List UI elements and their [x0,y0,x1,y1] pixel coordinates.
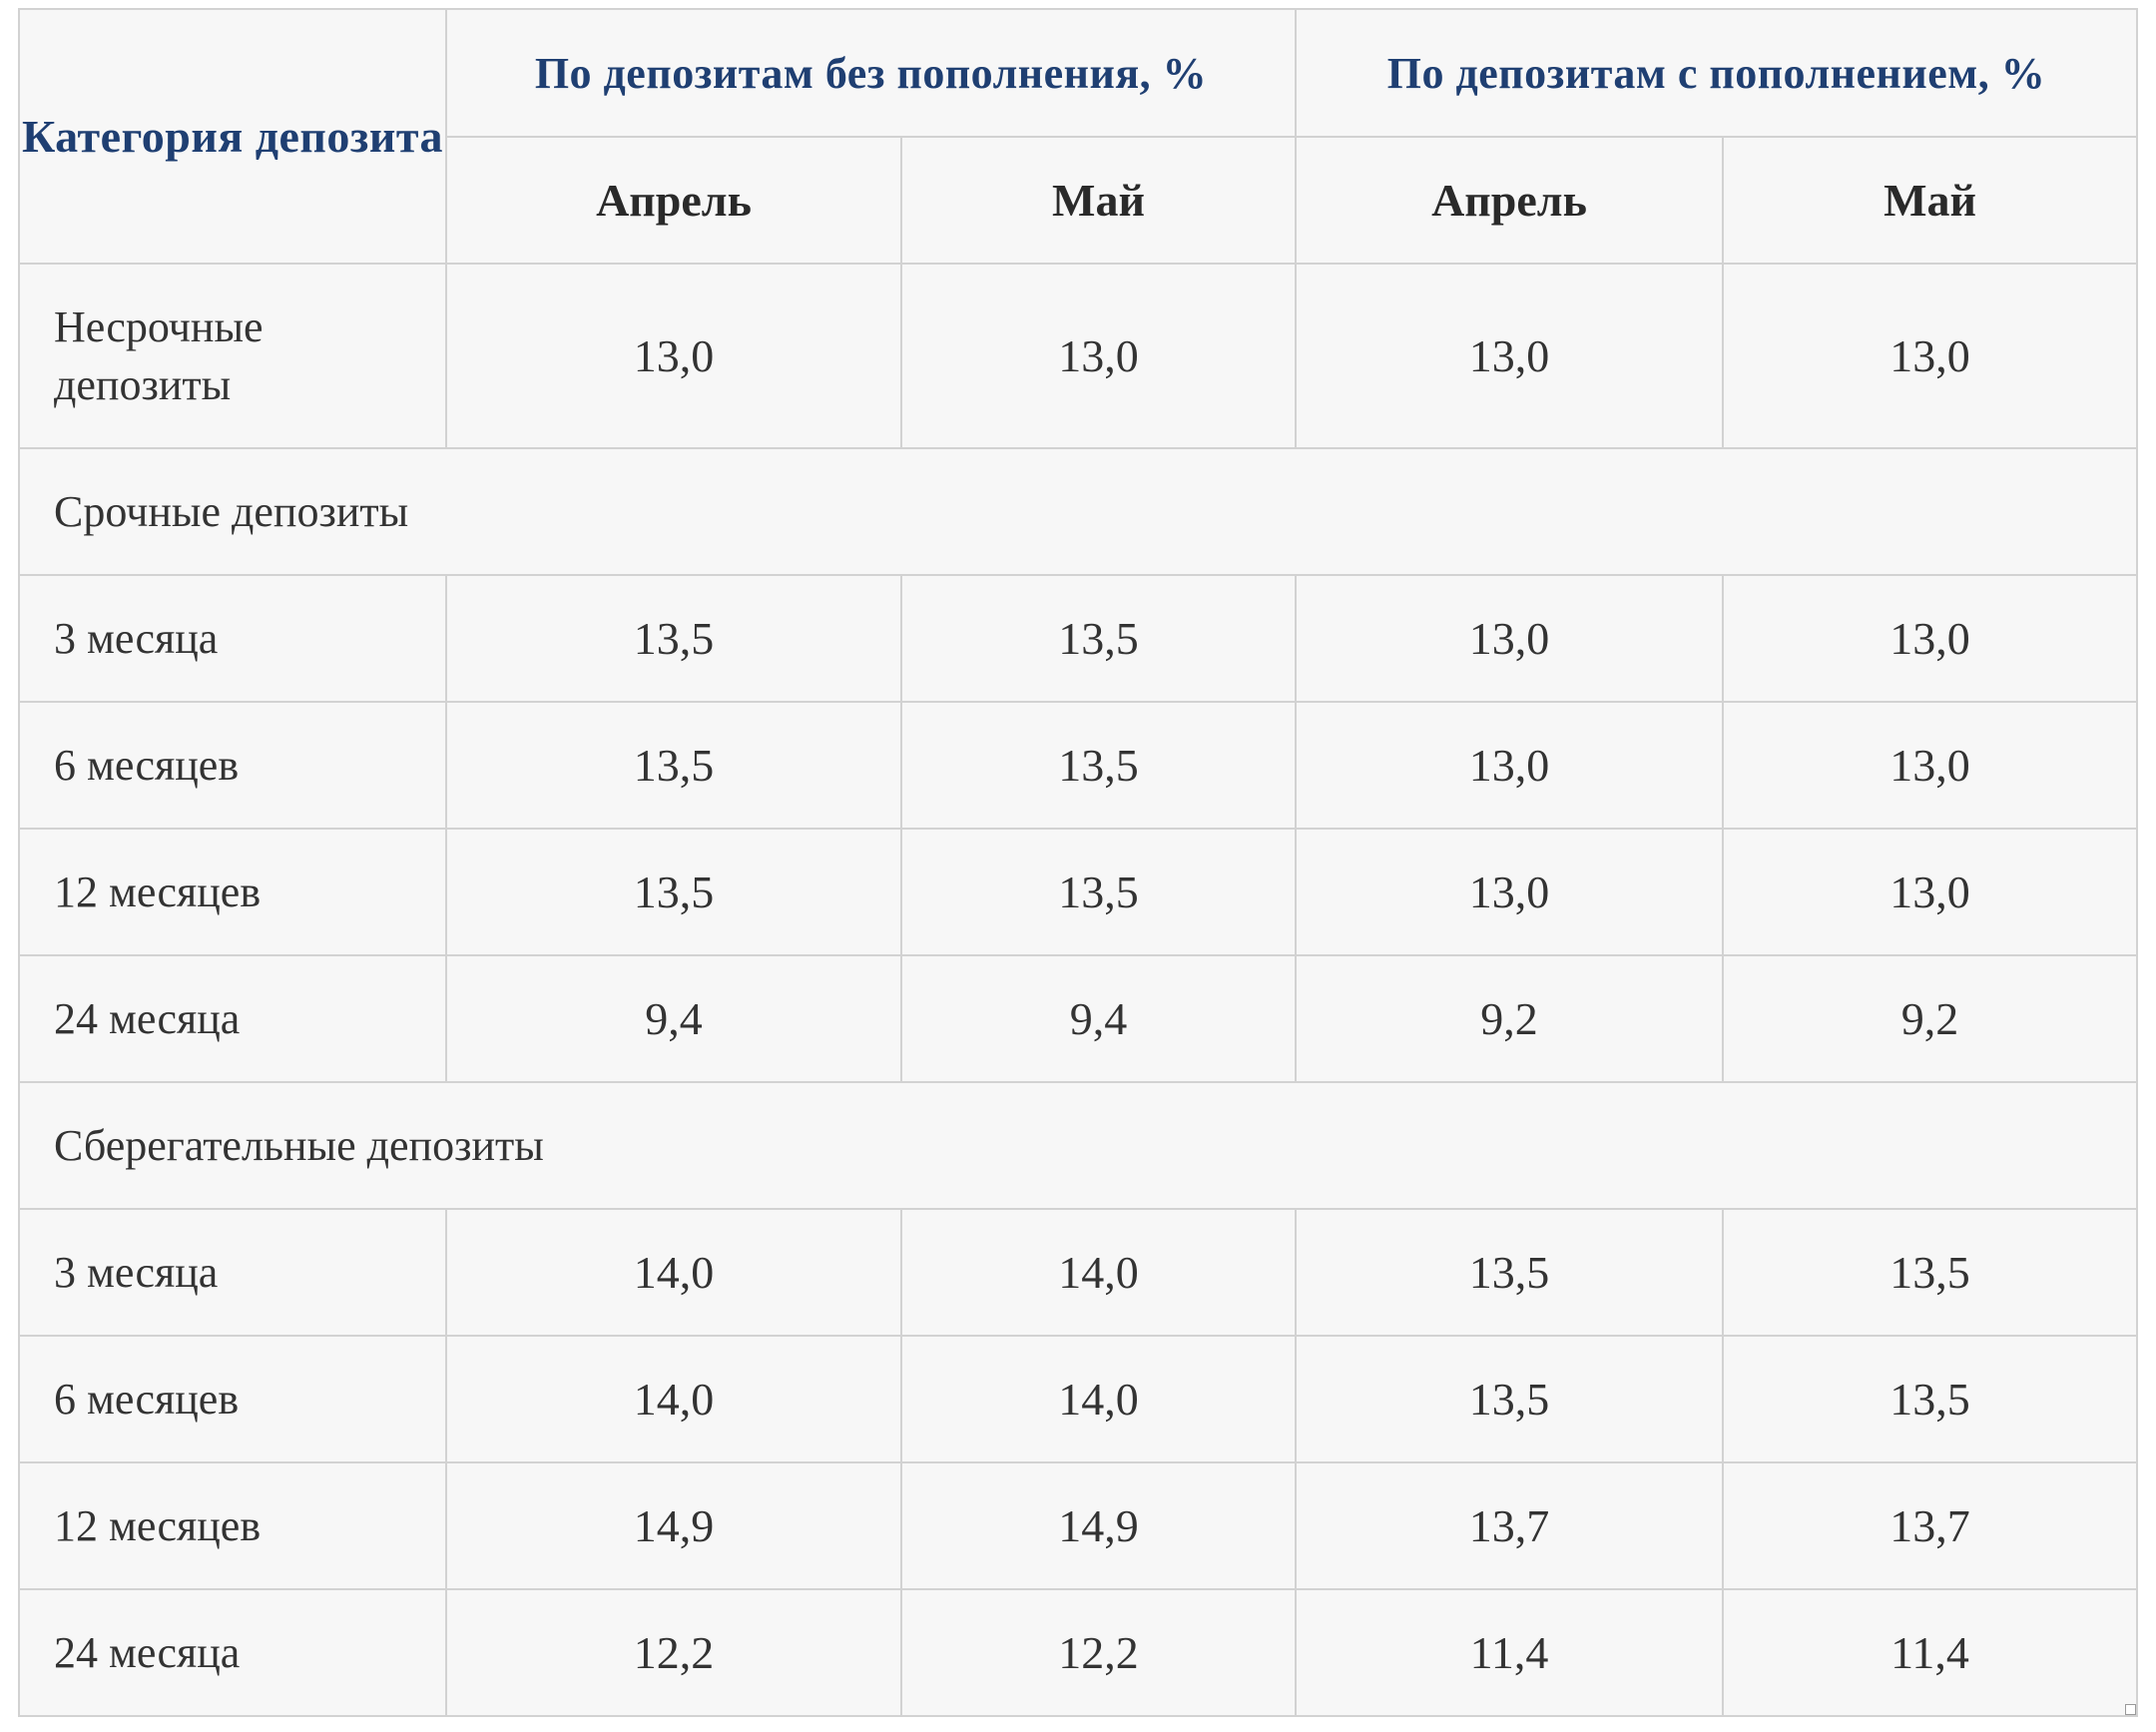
rate-cell: 13,0 [445,263,902,449]
section-row: Срочные депозиты [17,447,2139,576]
rate-cell: 9,4 [445,954,902,1083]
rate-cell: 11,4 [1295,1588,1725,1717]
deposit-rates-table-container: Категория депозита По депозитам без попо… [17,8,2139,1717]
header-row-months: Апрель Май Апрель Май [19,136,2139,265]
table-body: Несрочные депозиты 13,0 13,0 13,0 13,0 Срочны… [17,263,2139,1717]
row-label: 6 месяцев [18,1335,447,1463]
header-month-may-without: Май [899,136,1298,265]
rate-cell: 13,0 [1295,263,1725,449]
resize-handle-icon [2125,1704,2136,1715]
rate-cell: 13,0 [1722,701,2139,830]
rate-cell: 13,5 [899,701,1298,830]
rate-cell: 9,2 [1295,954,1725,1083]
table-row: Несрочные депозиты 13,0 13,0 13,0 13,0 [18,263,2139,449]
row-label: 12 месяцев [18,1461,447,1590]
rate-cell: 14,0 [899,1208,1298,1337]
header-category: Категория депозита [18,8,447,265]
row-label: 24 месяца [18,1588,447,1717]
rate-cell: 13,0 [1722,574,2139,703]
rate-cell: 13,0 [1722,263,2139,449]
table-row: 24 месяца 9,4 9,4 9,2 9,2 [18,954,2139,1083]
rate-cell: 14,9 [899,1461,1298,1590]
row-label: 24 месяца [18,954,447,1083]
rate-cell: 14,0 [899,1335,1298,1463]
rate-cell: 14,9 [445,1461,902,1590]
rate-cell: 13,7 [1722,1461,2139,1590]
section-label: Сберегательные депозиты [17,1081,2139,1210]
rate-cell: 14,0 [445,1335,902,1463]
header-group-with-replenishment: По депозитам с пополнением, % [1295,8,2139,138]
rate-cell: 13,5 [899,574,1298,703]
table-row: 12 месяцев 13,5 13,5 13,0 13,0 [18,828,2139,956]
header-group-without-replenishment: По депозитам без пополнения, % [444,8,1298,138]
rate-cell: 14,0 [445,1208,902,1337]
rate-cell: 13,5 [1295,1208,1725,1337]
header-month-april-without: Апрель [445,136,902,265]
header-row-groups: Категория депозита По депозитам без попо… [18,8,2139,265]
rate-cell: 13,0 [1722,828,2139,956]
header-month-april-with: Апрель [1295,136,1725,265]
table-row: 6 месяцев 14,0 14,0 13,5 13,5 [18,1335,2139,1463]
rate-cell: 9,4 [899,954,1298,1083]
rate-cell: 13,0 [899,263,1298,449]
rate-cell: 13,5 [1722,1335,2139,1463]
rate-cell: 9,2 [1722,954,2139,1083]
rate-cell: 13,5 [899,828,1298,956]
table-row: 3 месяца 13,5 13,5 13,0 13,0 [18,574,2139,703]
rate-cell: 13,5 [445,574,902,703]
row-label: Несрочные депозиты [18,263,447,449]
rate-cell: 13,5 [1295,1335,1725,1463]
row-label: 6 месяцев [18,701,447,830]
section-label: Срочные депозиты [17,447,2139,576]
section-row: Сберегательные депозиты [17,1081,2139,1210]
rate-cell: 11,4 [1722,1588,2139,1717]
rate-cell: 13,5 [1722,1208,2139,1337]
rate-cell: 13,0 [1295,574,1725,703]
rate-cell: 13,7 [1295,1461,1725,1590]
row-label: 3 месяца [18,1208,447,1337]
row-label: 12 месяцев [18,828,447,956]
rate-cell: 13,0 [1295,701,1725,830]
rate-cell: 13,5 [445,828,902,956]
table-row: 24 месяца 12,2 12,2 11,4 11,4 [18,1588,2139,1717]
rate-cell: 13,5 [445,701,902,830]
rate-cell: 12,2 [445,1588,902,1717]
rate-cell: 12,2 [899,1588,1298,1717]
table-row: 6 месяцев 13,5 13,5 13,0 13,0 [18,701,2139,830]
deposit-rates-table: Категория депозита По депозитам без попо… [17,8,2139,1717]
row-label: 3 месяца [18,574,447,703]
rate-cell: 13,0 [1295,828,1725,956]
header-month-may-with: Май [1722,136,2139,265]
table-row: 12 месяцев 14,9 14,9 13,7 13,7 [18,1461,2139,1590]
table-row: 3 месяца 14,0 14,0 13,5 13,5 [18,1208,2139,1337]
